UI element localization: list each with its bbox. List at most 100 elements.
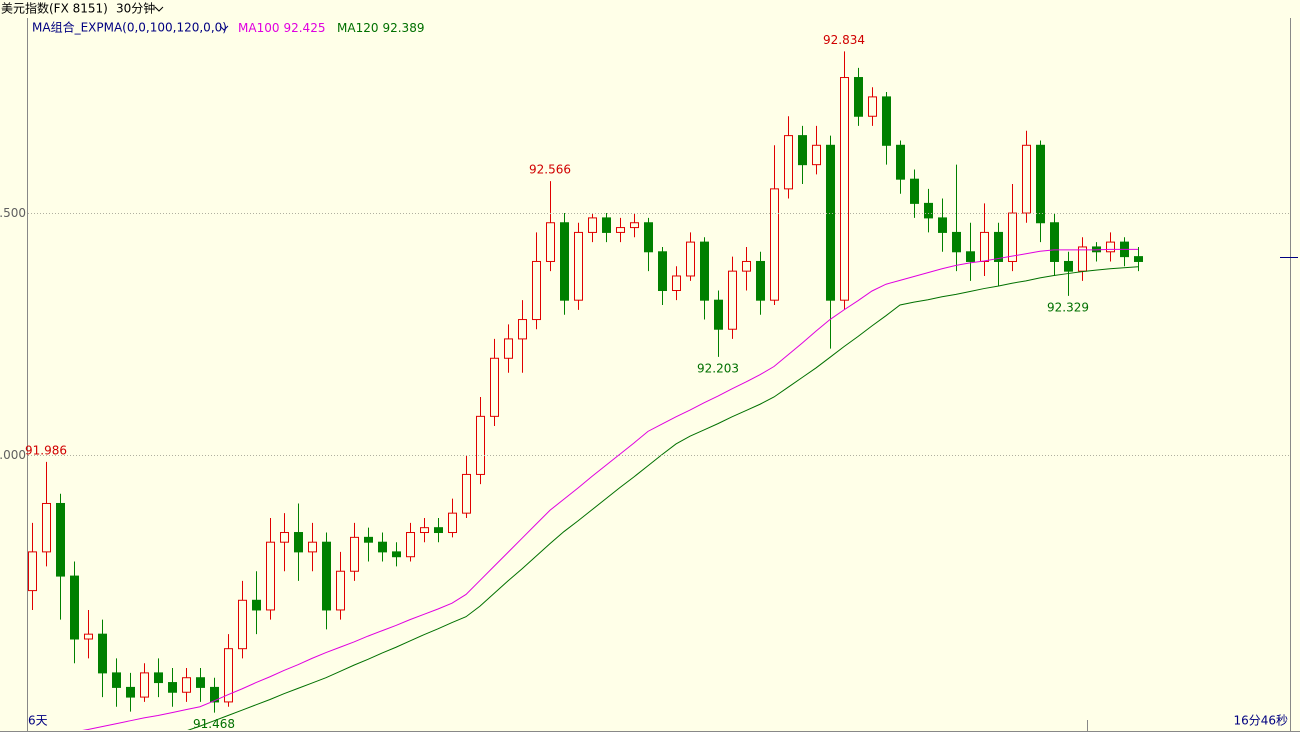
candle-body	[182, 677, 191, 693]
candle-body	[924, 202, 933, 219]
candle-body	[1022, 144, 1031, 214]
candle-body	[854, 77, 863, 117]
indicator-chevron[interactable]	[219, 25, 229, 31]
candle-body	[714, 299, 723, 330]
legend-ma120: MA120 92.389	[337, 21, 424, 35]
candle-body	[966, 251, 975, 262]
candle-body	[560, 222, 569, 301]
candle-body	[266, 541, 275, 611]
candle-body	[462, 473, 471, 514]
legend-name: MA100	[238, 21, 279, 35]
candle-body	[98, 633, 107, 674]
candle-body	[364, 536, 373, 543]
candle-body	[980, 231, 989, 262]
candle-body	[70, 575, 79, 640]
candle-body	[56, 502, 65, 577]
candle-body	[910, 178, 919, 204]
candle-body	[952, 231, 961, 253]
candle-body	[1064, 260, 1073, 272]
extreme-label: 92.203	[697, 361, 739, 375]
candle-body	[434, 527, 443, 534]
extreme-label: 92.566	[529, 163, 571, 177]
legend-value: 92.389	[382, 21, 424, 35]
candle-body	[602, 217, 611, 233]
candle-body	[882, 96, 891, 146]
candle-body	[406, 532, 415, 558]
chart-title: 美元指数(FX 8151)	[1, 1, 108, 16]
y-tick-label: .000	[0, 448, 26, 462]
candle-body	[574, 231, 583, 301]
period[interactable]: 30分钟	[116, 1, 155, 16]
candle-body	[1078, 246, 1087, 272]
candle-body	[1036, 144, 1045, 224]
candle-body	[168, 682, 177, 693]
candle-body	[336, 570, 345, 611]
candle-body	[798, 135, 807, 166]
candle-body	[812, 144, 821, 166]
period-chevron[interactable]	[154, 6, 164, 12]
candle-body	[658, 251, 667, 292]
y-tick-label: .500	[0, 206, 26, 220]
candle-body	[630, 222, 639, 229]
legend-ma100: MA100 92.425	[238, 21, 325, 35]
extreme-label: 92.834	[823, 33, 865, 47]
candle-body	[294, 532, 303, 553]
candle-body	[896, 144, 905, 180]
candle-body	[784, 135, 793, 190]
ma-line	[82, 248, 1138, 730]
candle-body	[868, 96, 877, 117]
candle-body	[252, 599, 261, 611]
candle-body	[238, 599, 247, 650]
extreme-label: 91.986	[25, 443, 67, 457]
candle-body	[308, 541, 317, 553]
candle-body	[140, 672, 149, 698]
candle-body	[84, 633, 93, 640]
candle-body	[210, 686, 219, 703]
candle-body	[756, 260, 765, 301]
candle-body	[350, 536, 359, 572]
candle-body	[770, 188, 779, 301]
candle-body	[322, 541, 331, 611]
candle-body	[490, 357, 499, 417]
candle-body	[1106, 241, 1115, 253]
candle-body	[1134, 256, 1143, 262]
candle-body	[532, 260, 541, 321]
candle-body	[224, 648, 233, 703]
footer-right: 16分46秒	[1233, 714, 1288, 728]
candle-body	[994, 231, 1003, 262]
candle-body	[1050, 222, 1059, 262]
legend-value: 92.425	[283, 21, 325, 35]
plot-area	[28, 51, 1143, 730]
candle-body	[420, 527, 429, 534]
candle-body	[840, 77, 849, 301]
candle-body	[504, 338, 513, 359]
candle-body	[378, 541, 387, 553]
candle-body	[42, 502, 51, 553]
candle-body	[672, 275, 681, 292]
candle-body	[196, 677, 205, 688]
ma-line	[187, 266, 1139, 730]
legend-name: MA120	[337, 21, 378, 35]
candle-body	[742, 260, 751, 272]
candle-body	[588, 217, 597, 233]
candle-body	[280, 532, 289, 543]
candle-body	[448, 512, 457, 534]
candle-body	[112, 672, 121, 688]
candle-body	[616, 227, 625, 233]
candle-body	[126, 686, 135, 698]
indicator[interactable]: MA组合_EXPMA(0,0,100,120,0,0)	[32, 20, 227, 35]
candle-body	[826, 144, 835, 301]
candle-body	[686, 241, 695, 277]
extreme-label: 92.329	[1047, 300, 1089, 314]
candle-body	[28, 551, 37, 592]
candle-body	[546, 222, 555, 262]
candle-body	[518, 319, 527, 340]
candle-body	[392, 551, 401, 558]
candle-body	[476, 415, 485, 475]
extreme-label: 91.468	[193, 717, 235, 731]
candle-body	[728, 270, 737, 330]
candle-body	[1008, 212, 1017, 262]
